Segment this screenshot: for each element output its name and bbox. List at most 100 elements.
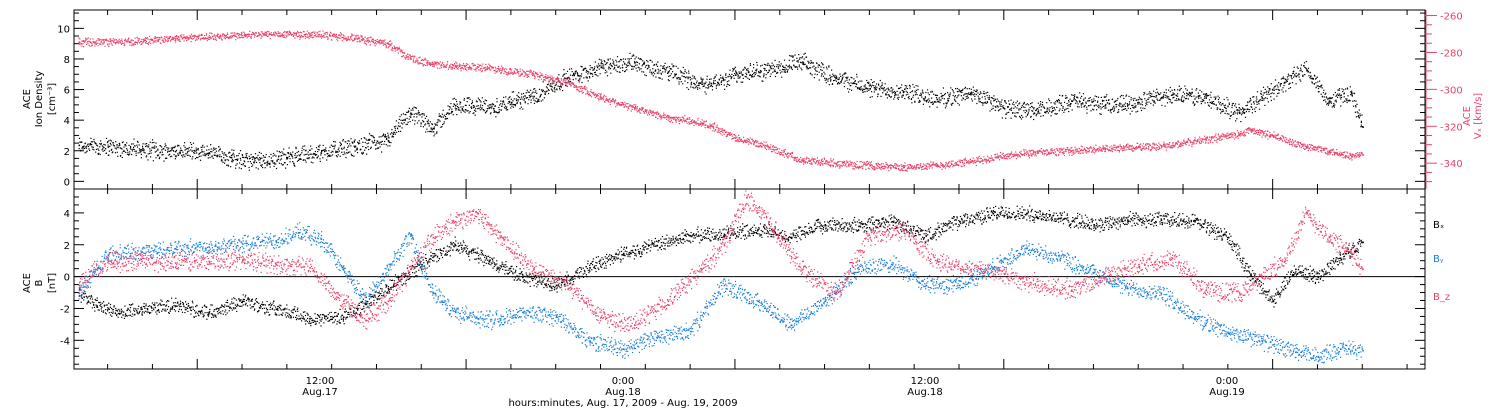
density-point (547, 90, 548, 91)
density-point (1286, 81, 1287, 82)
density-point (832, 74, 833, 75)
density-point (863, 89, 864, 90)
density-point (290, 158, 291, 159)
density-point (686, 72, 687, 73)
density-point (1256, 96, 1257, 97)
density-point (1177, 96, 1178, 97)
vx-point (327, 36, 328, 37)
density-point (1123, 95, 1124, 96)
density-point (146, 143, 147, 144)
vx-point (517, 69, 518, 70)
density-point (1294, 75, 1295, 76)
density-point (903, 94, 904, 95)
density-point (968, 92, 969, 93)
density-point (366, 139, 367, 140)
vx-point (100, 44, 101, 45)
density-point (1247, 105, 1248, 106)
density-point (443, 117, 444, 118)
density-point (628, 62, 629, 63)
density-point (1174, 93, 1175, 94)
density-point (644, 74, 645, 75)
density-point (1126, 110, 1127, 111)
density-point (885, 93, 886, 94)
density-point (149, 151, 150, 152)
density-point (1146, 100, 1147, 101)
density-point (757, 75, 758, 76)
density-point (889, 96, 890, 97)
density-point (353, 156, 354, 157)
density-point (1041, 106, 1042, 107)
density-point (523, 96, 524, 97)
density-point (1347, 95, 1348, 96)
density-point (1132, 111, 1133, 112)
density-point (821, 75, 822, 76)
density-point (1150, 103, 1151, 104)
vx-point (392, 47, 393, 48)
density-point (1334, 107, 1335, 108)
density-point (1263, 100, 1264, 101)
vx-point (159, 39, 160, 40)
vx-point (403, 55, 404, 56)
density-point (784, 71, 785, 72)
density-point (509, 96, 510, 97)
density-point (1054, 113, 1055, 114)
density-point (796, 58, 797, 59)
density-point (171, 156, 172, 157)
density-point (1229, 103, 1230, 104)
density-point (1063, 112, 1064, 113)
density-point (436, 124, 437, 125)
density-point (968, 94, 969, 95)
density-point (234, 156, 235, 157)
density-point (565, 73, 566, 74)
density-point (503, 100, 504, 101)
density-point (1093, 101, 1094, 102)
density-point (399, 116, 400, 117)
density-point (1265, 97, 1266, 98)
density-point (915, 91, 916, 92)
density-point (1283, 77, 1284, 78)
density-point (810, 67, 811, 68)
vx-point (208, 39, 209, 40)
density-point (865, 84, 866, 85)
density-point (1278, 82, 1279, 83)
density-point (774, 69, 775, 70)
density-point (1086, 113, 1087, 114)
density-point (799, 59, 800, 60)
density-point (1214, 97, 1215, 98)
density-point (319, 145, 320, 146)
density-point (1267, 98, 1268, 99)
density-point (760, 65, 761, 66)
density-point (612, 59, 613, 60)
density-point (1165, 95, 1166, 96)
density-point (961, 92, 962, 93)
density-point (977, 92, 978, 93)
vx-point (454, 68, 455, 69)
vx-point (374, 43, 375, 44)
density-point (1249, 101, 1250, 102)
density-point (525, 96, 526, 97)
density-point (275, 156, 276, 157)
density-point (976, 94, 977, 95)
vx-point (540, 75, 541, 76)
density-point (588, 80, 589, 81)
vx-point (504, 69, 505, 70)
density-point (847, 77, 848, 78)
density-point (1187, 90, 1188, 91)
density-point (516, 98, 517, 99)
density-point (1170, 99, 1171, 100)
density-point (103, 144, 104, 145)
density-point (679, 79, 680, 80)
density-point (672, 71, 673, 72)
vx-point (522, 73, 523, 74)
vx-point (394, 47, 395, 48)
vx-point (177, 38, 178, 39)
density-point (105, 148, 106, 149)
density-point (830, 80, 831, 81)
density-point (935, 102, 936, 103)
density-point (319, 158, 320, 159)
density-point (344, 152, 345, 153)
vx-point (320, 36, 321, 37)
vx-point (285, 37, 286, 38)
density-point (892, 92, 893, 93)
